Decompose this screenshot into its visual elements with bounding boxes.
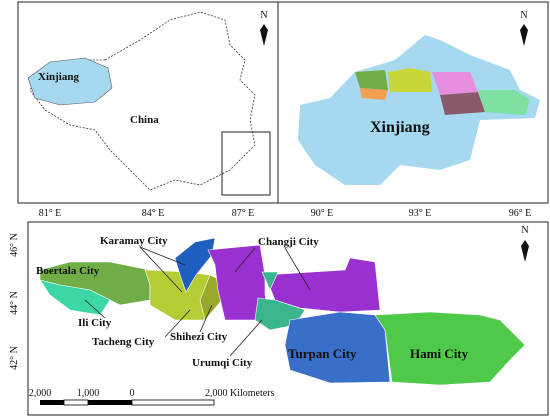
region-city bbox=[478, 90, 530, 115]
city-label: Shihezi City bbox=[170, 331, 228, 343]
region-city bbox=[388, 68, 432, 92]
longitude-tick: 84° E bbox=[142, 208, 165, 219]
city-label: Turpan City bbox=[288, 346, 357, 361]
region-city bbox=[432, 72, 478, 95]
hami bbox=[374, 311, 526, 386]
leader-line bbox=[139, 246, 186, 293]
north-arrow bbox=[520, 24, 528, 46]
scale-label: 2,000 bbox=[29, 388, 52, 399]
north-label: N bbox=[521, 225, 528, 236]
overview-label: Xinjiang bbox=[38, 71, 79, 83]
detail-frame bbox=[27, 221, 549, 416]
north-label: N bbox=[260, 10, 267, 21]
longitude-tick: 87° E bbox=[232, 208, 255, 219]
latitude-tick: 42° N bbox=[9, 346, 20, 370]
leader-line bbox=[164, 309, 191, 338]
city-label: Boertala City bbox=[36, 265, 100, 277]
leader-line bbox=[84, 299, 106, 319]
scale-segment bbox=[63, 399, 89, 406]
leader-line bbox=[229, 319, 263, 357]
city-label: Karamay City bbox=[100, 235, 168, 247]
scale-segment bbox=[40, 400, 64, 405]
city-label: Tacheng City bbox=[92, 336, 155, 348]
scale-label: 1,000 bbox=[77, 388, 100, 399]
city-label: Changji City bbox=[258, 236, 319, 248]
longitude-tick: 93° E bbox=[409, 208, 432, 219]
city-label: Ili City bbox=[78, 317, 112, 329]
scale-segment bbox=[88, 400, 132, 405]
leader-line bbox=[234, 247, 311, 291]
region-frame bbox=[277, 1, 549, 204]
latitude-tick: 44° N bbox=[9, 291, 20, 315]
leader-line bbox=[199, 304, 213, 333]
scale-label: 0 bbox=[130, 388, 135, 399]
turpan bbox=[284, 311, 391, 384]
overview-label: China bbox=[130, 114, 159, 126]
region-city bbox=[360, 88, 388, 100]
city-label: Hami City bbox=[410, 346, 469, 361]
north-label: N bbox=[520, 10, 527, 21]
north-arrow bbox=[521, 240, 529, 262]
scale-label: 2,000 Kilometers bbox=[205, 388, 275, 399]
scale-segment bbox=[131, 399, 215, 406]
longitude-tick: 96° E bbox=[509, 208, 532, 219]
urumqi bbox=[261, 271, 279, 291]
city-label: Urumqi City bbox=[192, 357, 253, 369]
longitude-tick: 90° E bbox=[311, 208, 334, 219]
karamay bbox=[174, 237, 216, 293]
latitude-tick: 46° N bbox=[9, 233, 20, 257]
region-city bbox=[355, 70, 388, 90]
longitude-tick: 81° E bbox=[39, 208, 62, 219]
north-arrow bbox=[260, 24, 268, 46]
xinjiang-overview bbox=[27, 57, 113, 106]
region-city bbox=[440, 92, 485, 115]
region-label: Xinjiang bbox=[370, 119, 430, 136]
inset-box bbox=[221, 131, 271, 196]
